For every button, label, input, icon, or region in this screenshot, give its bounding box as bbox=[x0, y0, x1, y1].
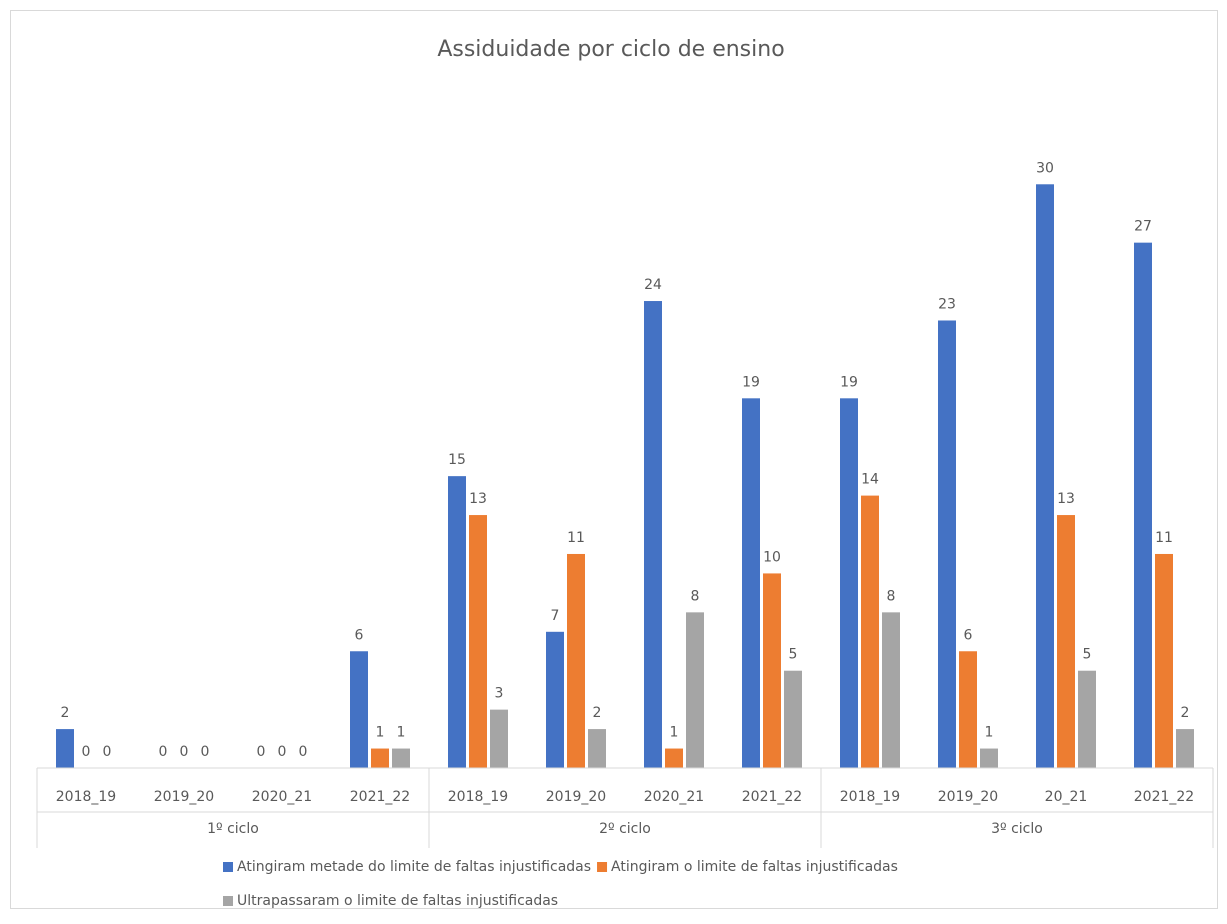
bar bbox=[1176, 729, 1194, 768]
legend-swatch bbox=[223, 862, 233, 872]
data-label: 23 bbox=[938, 296, 956, 312]
data-label: 5 bbox=[1083, 647, 1092, 663]
x-tick-label: 2021_22 bbox=[350, 789, 410, 805]
bar bbox=[763, 573, 781, 768]
data-label: 0 bbox=[103, 744, 112, 760]
data-label: 11 bbox=[1155, 530, 1173, 546]
legend-label: Ultrapassaram o limite de faltas injusti… bbox=[237, 893, 558, 909]
bar bbox=[469, 515, 487, 768]
data-label: 19 bbox=[840, 374, 858, 390]
bar bbox=[742, 398, 760, 768]
data-label: 24 bbox=[644, 277, 662, 293]
data-label: 2 bbox=[1181, 705, 1190, 721]
data-label: 0 bbox=[278, 744, 287, 760]
bar bbox=[861, 495, 879, 768]
bar bbox=[371, 748, 389, 768]
bar bbox=[1057, 515, 1075, 768]
bar bbox=[959, 651, 977, 768]
data-label: 1 bbox=[670, 725, 679, 741]
x-tick-label: 2018_19 bbox=[56, 789, 116, 805]
data-label: 1 bbox=[985, 725, 994, 741]
legend-swatch bbox=[597, 862, 608, 872]
data-label: 30 bbox=[1036, 160, 1054, 176]
data-label: 19 bbox=[742, 374, 760, 390]
group-label: 3º ciclo bbox=[991, 821, 1043, 837]
bar bbox=[840, 398, 858, 768]
data-label: 11 bbox=[567, 530, 585, 546]
data-label: 8 bbox=[691, 588, 700, 604]
x-tick-label: 2021_22 bbox=[742, 789, 802, 805]
data-label: 0 bbox=[159, 744, 168, 760]
bar bbox=[980, 748, 998, 768]
data-label: 1 bbox=[376, 725, 385, 741]
x-tick-label: 2021_22 bbox=[1134, 789, 1194, 805]
x-tick-label: 2018_19 bbox=[448, 789, 508, 805]
x-tick-label: 2020_21 bbox=[252, 789, 312, 805]
group-label: 1º ciclo bbox=[207, 821, 259, 837]
data-label: 14 bbox=[861, 472, 879, 488]
data-label: 1 bbox=[397, 725, 406, 741]
data-label: 3 bbox=[495, 686, 504, 702]
data-label: 0 bbox=[299, 744, 308, 760]
bar bbox=[1036, 184, 1054, 769]
data-label: 27 bbox=[1134, 219, 1152, 235]
bar bbox=[567, 553, 585, 768]
x-tick-label: 2019_20 bbox=[154, 789, 214, 805]
legend-swatch bbox=[223, 896, 233, 906]
bar bbox=[938, 320, 956, 768]
chart-border bbox=[10, 10, 1218, 909]
x-tick-label: 2019_20 bbox=[546, 789, 606, 805]
bar bbox=[665, 748, 683, 768]
data-label: 2 bbox=[61, 705, 70, 721]
chart-title: Assiduidade por ciclo de ensino bbox=[437, 37, 784, 62]
bar bbox=[1078, 670, 1096, 768]
bar bbox=[350, 651, 368, 768]
x-tick-label: 20_21 bbox=[1045, 789, 1088, 805]
data-label: 5 bbox=[789, 647, 798, 663]
bar bbox=[644, 301, 662, 768]
bar bbox=[392, 748, 410, 768]
legend-label: Atingiram o limite de faltas injustifica… bbox=[611, 859, 898, 875]
x-tick-label: 2019_20 bbox=[938, 789, 998, 805]
data-label: 7 bbox=[551, 608, 560, 624]
x-tick-label: 2018_19 bbox=[840, 789, 900, 805]
bar bbox=[448, 476, 466, 768]
data-label: 0 bbox=[257, 744, 266, 760]
bar bbox=[784, 670, 802, 768]
bar bbox=[686, 612, 704, 768]
bar bbox=[490, 709, 508, 768]
data-label: 13 bbox=[1057, 491, 1075, 507]
data-label: 8 bbox=[887, 588, 896, 604]
group-label: 2º ciclo bbox=[599, 821, 651, 837]
data-label: 2 bbox=[593, 705, 602, 721]
data-label: 13 bbox=[469, 491, 487, 507]
data-label: 0 bbox=[201, 744, 210, 760]
data-label: 10 bbox=[763, 549, 781, 565]
data-label: 6 bbox=[964, 627, 973, 643]
data-label: 6 bbox=[355, 627, 364, 643]
data-label: 15 bbox=[448, 452, 466, 468]
bar bbox=[1134, 242, 1152, 768]
data-label: 0 bbox=[82, 744, 91, 760]
x-tick-label: 2020_21 bbox=[644, 789, 704, 805]
legend-label: Atingiram metade do limite de faltas inj… bbox=[237, 859, 591, 875]
data-label: 0 bbox=[180, 744, 189, 760]
bar bbox=[546, 631, 564, 768]
bar bbox=[588, 729, 606, 768]
bar bbox=[1155, 553, 1173, 768]
bar bbox=[56, 729, 74, 768]
bar bbox=[882, 612, 900, 768]
